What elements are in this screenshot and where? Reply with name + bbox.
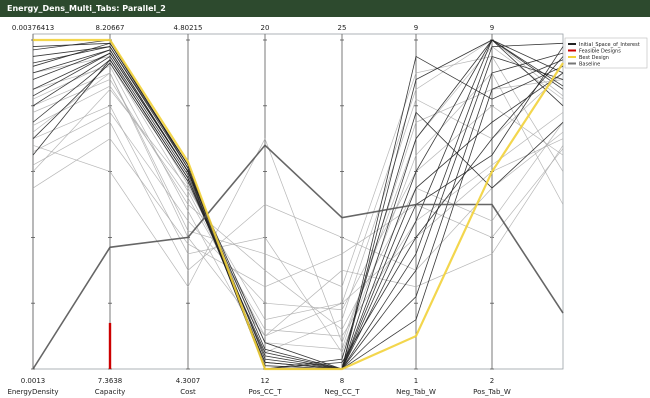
design-line — [32, 65, 564, 353]
design-line — [32, 88, 564, 321]
axis-bottom-value: 1 — [414, 377, 418, 385]
axis-bottom-value: 12 — [261, 377, 270, 385]
design-line — [32, 46, 564, 344]
legend-box — [564, 37, 648, 69]
design-line — [32, 59, 564, 370]
window-title: Energy_Dens_Multi_Tabs: Parallel_2 — [0, 0, 650, 17]
design-line — [32, 85, 564, 337]
design-line — [32, 121, 564, 271]
baseline-line — [32, 144, 564, 370]
axis-top-value: 4.80215 — [174, 24, 203, 32]
legend-label: Baseline — [579, 61, 600, 67]
legend-label: Best Design — [579, 55, 609, 61]
axis-top-value: 25 — [338, 24, 347, 32]
design-line — [32, 49, 564, 370]
axis-bottom-value: 8 — [340, 377, 344, 385]
axis-top-value: 0.00376413 — [12, 24, 54, 32]
axis-top-value: 9 — [490, 24, 494, 32]
axis-bottom-value: 7.3638 — [98, 377, 123, 385]
design-line — [32, 138, 564, 288]
axis-name-label: Cost — [180, 388, 196, 396]
design-line — [32, 39, 564, 370]
axis-name-label: Pos_CC_T — [249, 388, 283, 396]
design-line — [32, 39, 564, 337]
axis-bottom-value: 4.3007 — [176, 377, 201, 385]
axes-group — [31, 34, 494, 370]
design-line — [32, 105, 564, 311]
axis-name-label: Neg_Tab_W — [396, 388, 436, 396]
axis-bottom-value: 0.0013 — [21, 377, 46, 385]
axis-top-value: 20 — [261, 24, 270, 32]
design-line — [32, 72, 564, 337]
axis-name-label: Pos_Tab_W — [473, 388, 511, 396]
axis-name-label: EnergyDensity — [7, 388, 58, 396]
axis-name-label: Capacity — [95, 388, 126, 396]
legend-label: Feasible Designs — [579, 48, 621, 54]
axis-labels-group: 0.00376413 0.0013 EnergyDensity 8.20667 7.36… — [7, 24, 510, 396]
design-line — [32, 46, 564, 370]
axis-bottom-value: 2 — [490, 377, 494, 385]
axis-name-label: Neg_CC_T — [324, 388, 360, 396]
data-lines-group — [32, 38, 564, 371]
plot-frame — [32, 33, 564, 370]
axis-top-value: 9 — [414, 24, 418, 32]
axis-top-value: 8.20667 — [96, 24, 125, 32]
design-line — [32, 52, 564, 370]
design-line — [32, 56, 564, 350]
best-design-line — [33, 38, 564, 371]
legend-label: Initial_Space_of_Interest — [579, 42, 640, 48]
